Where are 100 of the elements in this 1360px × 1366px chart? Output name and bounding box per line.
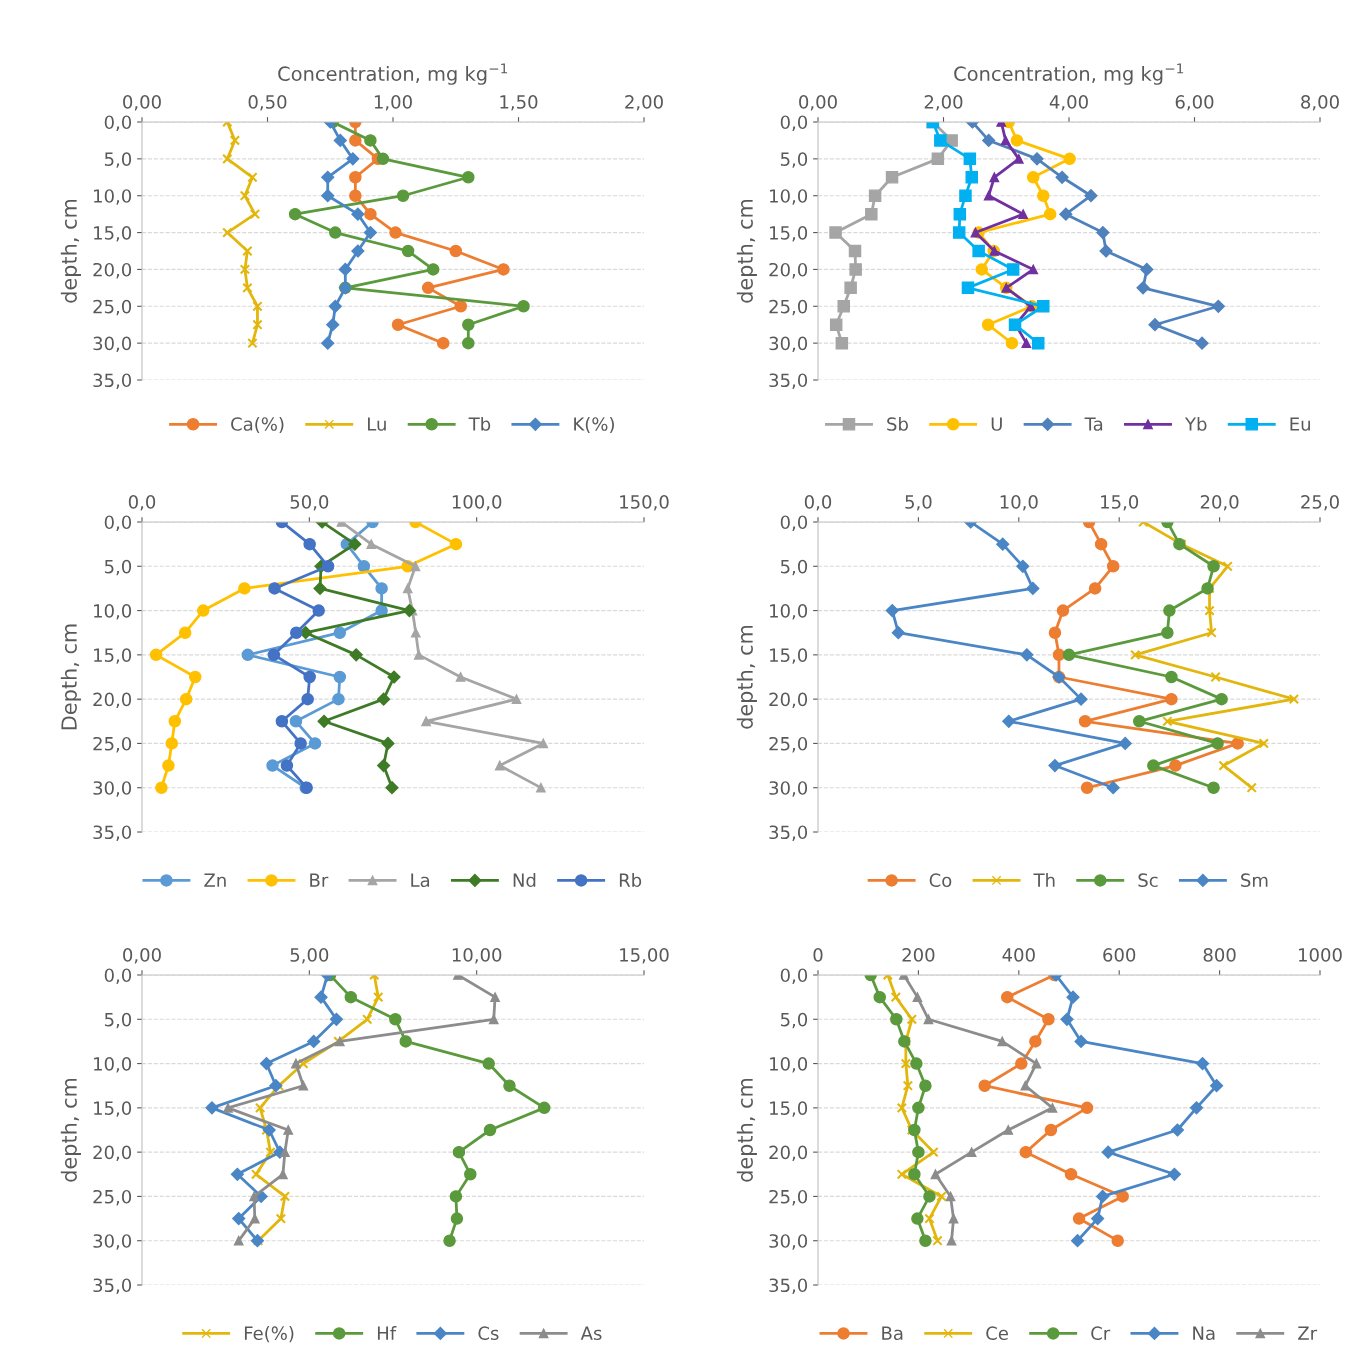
legend-label: Zn — [204, 873, 226, 887]
x-tick-label: 25,0 — [1301, 495, 1339, 511]
x-tick-label: 200 — [902, 948, 935, 962]
legend-label: U — [991, 417, 1002, 431]
y-axis-title: depth, cm — [736, 199, 757, 303]
y-axis-title: depth, cm — [736, 625, 757, 729]
legend-label: Cr — [1091, 1326, 1111, 1341]
y-tick-label: 5,0 — [104, 1012, 132, 1029]
y-tick-label: 0,0 — [780, 968, 808, 984]
y-tick-label: 10,0 — [94, 1057, 132, 1073]
legend-label: Hf — [377, 1326, 397, 1340]
legend-label: La — [411, 873, 430, 888]
x-tick-label: 8,00 — [1301, 95, 1339, 111]
legend-label: Ca(%) — [231, 416, 284, 433]
legend-label: Eu — [1290, 417, 1310, 431]
y-tick-label: 30,0 — [93, 336, 132, 353]
y-tick-label: 15,0 — [770, 648, 808, 664]
y-tick-label: 15,0 — [94, 648, 132, 664]
legend-label: Th — [1033, 873, 1055, 887]
y-tick-label: 5,0 — [104, 559, 132, 576]
legend-label: Yb — [1184, 416, 1207, 431]
y-tick-label: 0,0 — [104, 515, 132, 531]
legend-label: Sm — [1241, 873, 1268, 888]
legend-label: Sc — [1138, 873, 1158, 888]
x-tick-label: 2,00 — [924, 95, 963, 111]
x-tick-label: 6,00 — [1175, 95, 1214, 111]
y-tick-label: 30,0 — [769, 1234, 808, 1250]
y-tick-label: 25,0 — [93, 736, 132, 753]
y-axis-title: depth, cm — [60, 1078, 81, 1182]
y-tick-label: 20,0 — [93, 1145, 132, 1162]
x-tick-label: 15,0 — [1101, 495, 1139, 511]
y-tick-label: 30,0 — [93, 1234, 132, 1250]
y-tick-label: 35,0 — [769, 373, 808, 389]
legend-label: Ce — [986, 1326, 1008, 1341]
x-tick-label: 15,00 — [620, 948, 669, 964]
x-tick-label: 20,0 — [1200, 495, 1239, 511]
x-tick-label: 0,00 — [123, 95, 161, 111]
x-tick-label: 1,50 — [500, 95, 538, 111]
y-tick-label: 0,0 — [780, 515, 808, 531]
y-tick-label: 35,0 — [769, 825, 808, 841]
x-tick-label: 10,00 — [452, 948, 502, 964]
y-tick-label: 15,0 — [94, 1101, 132, 1117]
y-tick-label: 0,0 — [780, 115, 808, 131]
x-tick-label: 1,00 — [374, 95, 412, 111]
x-tick-label: 0,0 — [128, 495, 156, 511]
x-tick-label: 800 — [1203, 948, 1236, 962]
y-axis-title: depth, cm — [60, 199, 81, 303]
y-tick-label: 35,0 — [93, 1278, 132, 1294]
x-tick-label: 2,00 — [625, 95, 663, 111]
y-tick-label: 35,0 — [93, 825, 132, 841]
legend-label: As — [580, 1326, 602, 1341]
y-tick-label: 10,0 — [770, 1057, 808, 1073]
y-tick-label: 20,0 — [769, 1145, 808, 1162]
x-tick-label: 100,0 — [452, 495, 502, 511]
y-tick-label: 30,0 — [93, 781, 132, 797]
x-axis-title: Concentration, mg kg$^{−1}$ — [954, 63, 1184, 85]
x-tick-label: 600 — [1103, 948, 1136, 962]
y-tick-label: 20,0 — [93, 692, 132, 709]
x-tick-label: 10,0 — [1000, 495, 1038, 511]
legend-label: Zr — [1298, 1326, 1318, 1340]
y-tick-label: 0,0 — [104, 115, 132, 131]
y-tick-label: 5,0 — [780, 1012, 808, 1029]
y-tick-label: 10,0 — [94, 604, 132, 620]
y-tick-label: 20,0 — [93, 262, 132, 279]
y-tick-label: 5,0 — [104, 152, 132, 168]
y-tick-label: 10,0 — [770, 604, 808, 620]
y-tick-label: 10,0 — [94, 189, 132, 205]
y-tick-label: 35,0 — [769, 1278, 808, 1294]
x-tick-label: 400 — [1002, 948, 1035, 962]
y-tick-label: 10,0 — [770, 189, 808, 205]
legend-label: Nd — [513, 873, 536, 888]
y-tick-label: 25,0 — [93, 299, 132, 316]
y-tick-label: 20,0 — [769, 692, 808, 709]
x-tick-label: 5,00 — [290, 948, 329, 964]
y-tick-label: 0,0 — [104, 968, 132, 984]
x-tick-label: 0 — [813, 948, 823, 962]
legend-label: Rb — [619, 873, 642, 888]
legend-label: Co — [929, 873, 952, 888]
legend-label: Ta — [1084, 417, 1103, 431]
x-tick-label: 1000 — [1299, 948, 1342, 962]
y-tick-label: 20,0 — [769, 262, 808, 279]
x-tick-label: 4,00 — [1049, 95, 1088, 111]
legend-label: Ba — [882, 1326, 903, 1341]
y-tick-label: 30,0 — [769, 781, 808, 797]
x-axis-title: Concentration, mg kg$^{−1}$ — [278, 63, 508, 85]
y-axis-title: depth, cm — [736, 1078, 757, 1182]
x-tick-label: 50,0 — [290, 495, 329, 511]
y-tick-label: 25,0 — [93, 1189, 132, 1206]
y-tick-label: 25,0 — [769, 1189, 808, 1206]
x-tick-label: 5,0 — [905, 495, 932, 511]
y-tick-label: 35,0 — [93, 373, 132, 389]
y-axis-title: Depth, cm — [60, 624, 81, 730]
legend-label: Br — [310, 873, 329, 887]
legend-label: Tb — [468, 416, 491, 431]
x-tick-label: 0,00 — [123, 948, 161, 964]
y-tick-label: 30,0 — [769, 336, 808, 353]
legend-label: K(%) — [574, 416, 614, 433]
legend-label: Sb — [887, 416, 908, 431]
x-tick-label: 150,0 — [620, 495, 669, 511]
x-tick-label: 0,50 — [248, 95, 287, 111]
